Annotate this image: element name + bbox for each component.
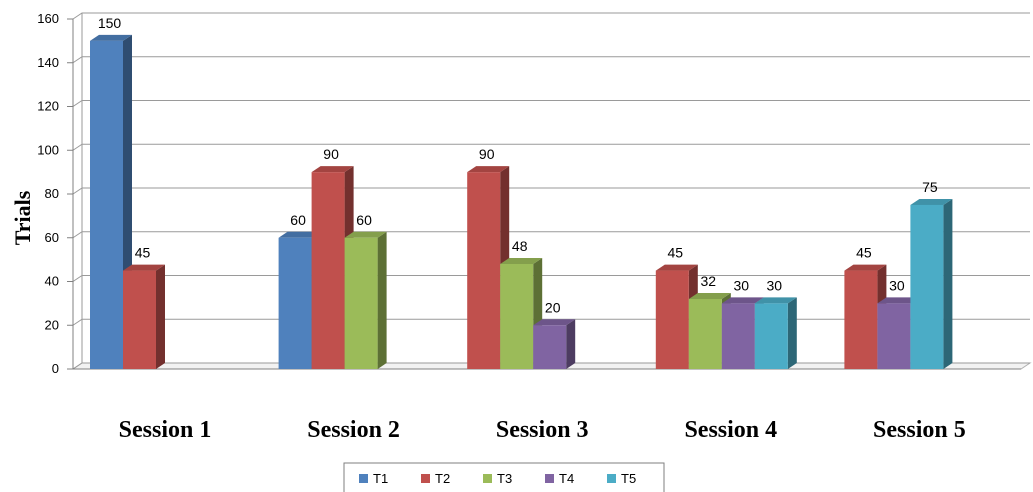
bar-t4-3 [533,319,576,369]
data-label: 45 [668,245,684,261]
bar-side [566,319,576,369]
bar-front [877,303,911,369]
x-category-label: Session 4 [684,417,777,443]
legend-item-t5: T5 [607,471,636,486]
bars [90,34,953,369]
y-tick-label: 160 [37,11,59,26]
bar-t3-3 [500,258,543,369]
data-label: 30 [889,277,905,293]
bar-side [377,231,387,369]
bar-top [688,293,731,299]
bar-front [278,237,312,369]
bar-front [500,264,534,369]
bar-front [467,172,501,369]
bar-top [655,264,698,271]
bar-front [910,204,944,369]
bar-top [754,297,797,304]
data-label: 45 [135,245,151,261]
data-label: 45 [856,245,872,261]
legend-swatch [359,474,368,483]
x-category-label: Session 5 [873,417,966,443]
legend-item-t3: T3 [483,471,512,486]
data-label: 90 [323,146,339,162]
bar-t1-1 [90,34,132,369]
axes: 0 20 40 60 80 100 120 140 160 [37,11,1021,376]
bar-top [844,264,887,271]
legend: T1 T2 T3 T4 T5 [343,462,665,492]
legend-swatch [545,474,554,483]
bar-front [754,303,788,369]
legend-item-t1: T1 [359,471,388,486]
legend-label: T5 [621,471,636,486]
data-labels: 150 45 60 90 60 90 48 20 45 32 30 30 45 30 75 [98,15,938,315]
bar-front [655,270,689,369]
data-label: 30 [767,277,783,293]
legend-swatch [607,474,616,483]
legend-label: T3 [497,471,512,486]
legend-label: T1 [373,471,388,486]
y-tick-label: 20 [45,317,59,332]
legend-swatch [421,474,430,483]
bar-front [311,172,345,369]
bar-t2-1 [123,264,165,369]
bar-top [311,166,354,173]
bar-top [721,297,764,304]
bar-top [90,34,132,41]
bar-front [533,325,567,369]
bar-top [344,231,387,238]
bar-top [123,264,165,271]
bar-side [787,297,797,369]
bar-front [90,40,123,369]
data-label: 150 [98,15,122,31]
category-labels: Session 1 Session 2 Session 3 Session 4 Sess… [119,417,966,443]
legend-item-t4: T4 [545,471,574,486]
bar-front [844,270,878,369]
data-label: 75 [922,179,938,195]
legend-label: T4 [559,471,574,486]
data-label: 48 [512,238,528,254]
data-label: 32 [701,273,717,289]
y-tick-label: 140 [37,55,59,70]
bar-side [943,198,953,369]
bar-top [500,258,543,264]
data-label: 30 [734,277,750,293]
bar-t5-5 [910,198,953,369]
legend-item-t2: T2 [421,471,450,486]
bar-top [910,198,953,205]
data-label: 60 [356,212,372,228]
bar-top [533,319,576,326]
bar-t3-2 [344,231,387,369]
legend-swatch [483,474,492,483]
y-tick-label: 40 [45,274,59,289]
bar-front [344,237,378,369]
y-tick-label: 80 [45,186,59,201]
y-tick-label: 100 [37,142,59,157]
y-axis-title: Trials [10,190,35,245]
bar-top [467,166,510,173]
data-label: 90 [479,146,495,162]
bar-t5-4 [754,297,797,369]
bar-front [721,303,755,369]
data-label: 20 [545,299,561,315]
legend-label: T2 [435,471,450,486]
x-category-label: Session 1 [119,417,212,443]
y-tick-label: 60 [45,230,59,245]
data-label: 60 [290,212,306,228]
y-tick-label: 0 [52,361,59,376]
bar-front [123,270,156,369]
bar-side [156,264,165,369]
x-category-label: Session 3 [496,417,589,443]
bar-top [278,231,321,238]
bar-front [688,299,722,369]
y-tick-label: 120 [37,99,59,114]
bar-top [877,297,920,304]
x-category-label: Session 2 [307,417,400,443]
